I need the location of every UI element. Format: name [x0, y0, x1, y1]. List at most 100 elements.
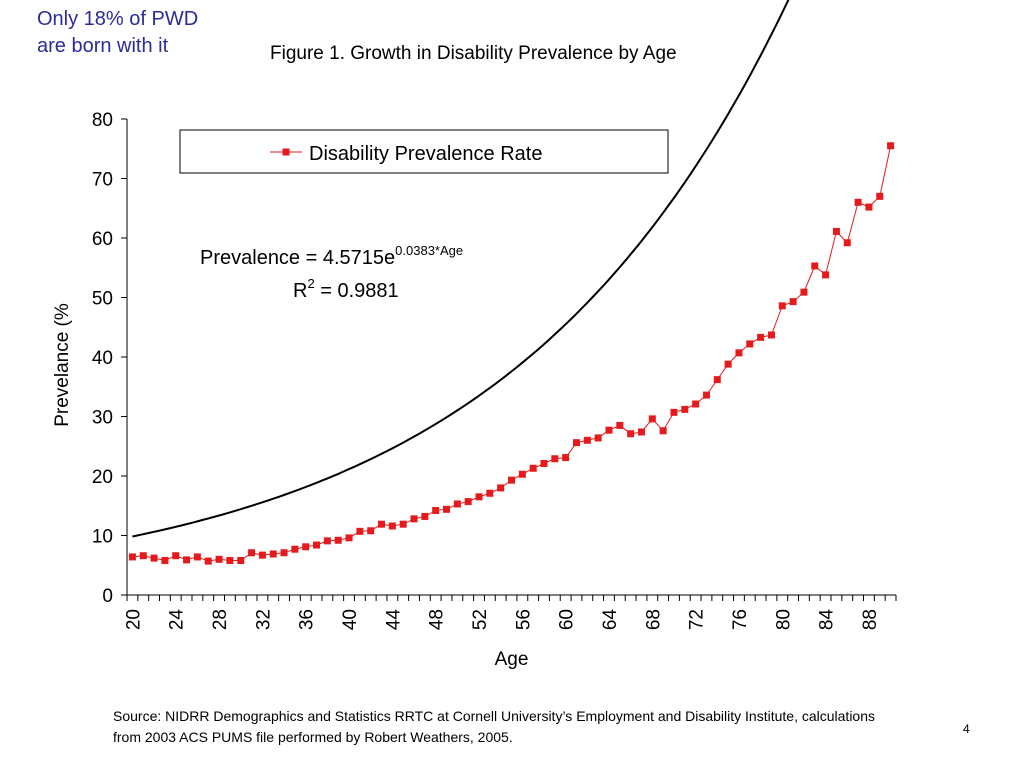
data-point: [443, 505, 451, 513]
x-tick-label: 68: [643, 609, 664, 630]
data-point: [767, 331, 775, 339]
data-point: [150, 554, 158, 562]
x-tick-label: 76: [730, 609, 751, 630]
data-point: [248, 549, 256, 557]
y-tick-label: 30: [92, 408, 113, 429]
x-tick-label: 44: [383, 609, 404, 631]
data-point: [172, 552, 180, 560]
data-point: [204, 557, 212, 565]
data-point: [237, 556, 245, 564]
data-point: [540, 460, 548, 468]
y-tick-label: 60: [92, 229, 113, 250]
prevalence-chart: 0 10 20 30 40 50 60 70 80 20 24 28 32 36 40 44 48 52 56 60 6…: [52, 0, 897, 670]
y-axis-title: Prevelance (%: [52, 303, 73, 427]
data-point: [876, 192, 884, 200]
data-point: [778, 302, 786, 310]
data-point: [313, 541, 321, 549]
data-point: [616, 421, 624, 429]
trendline: [132, 0, 790, 538]
data-point: [378, 520, 386, 528]
data-point: [724, 360, 732, 368]
data-point: [713, 376, 721, 384]
data-point: [551, 455, 559, 463]
y-tick-label: 20: [92, 467, 113, 488]
data-point: [323, 537, 331, 545]
legend-marker-icon: [282, 148, 290, 156]
data-point: [572, 439, 580, 447]
x-tick-label: 48: [427, 609, 448, 630]
data-point: [334, 536, 342, 544]
x-tick-label: 24: [167, 609, 188, 631]
data-point: [399, 520, 407, 528]
data-point: [529, 464, 537, 472]
data-point: [269, 550, 277, 558]
data-point: [648, 415, 656, 423]
data-point: [854, 198, 862, 206]
data-point: [280, 549, 288, 557]
data-point: [887, 142, 895, 150]
data-point: [583, 436, 591, 444]
data-point: [681, 405, 689, 413]
data-point: [832, 227, 840, 235]
data-point: [843, 239, 851, 247]
data-point: [497, 484, 505, 492]
data-point: [594, 434, 602, 442]
y-tick-label: 50: [92, 289, 113, 310]
x-tick-label: 88: [860, 609, 881, 630]
y-tick-label: 10: [92, 527, 113, 548]
data-point: [432, 507, 440, 515]
data-point: [367, 527, 375, 535]
data-point: [226, 556, 234, 564]
data-point: [562, 454, 570, 462]
legend-label: Disability Prevalence Rate: [309, 143, 542, 165]
data-point: [789, 298, 797, 306]
data-point: [410, 515, 418, 523]
data-point: [518, 470, 526, 478]
page-number: 4: [963, 722, 970, 736]
data-point: [811, 262, 819, 270]
data-point: [800, 288, 808, 296]
data-point: [692, 400, 700, 408]
data-point: [345, 534, 353, 542]
x-tick-label: 52: [470, 609, 491, 630]
legend-box: [179, 129, 669, 174]
data-point: [464, 498, 472, 506]
data-point: [746, 340, 754, 348]
data-point: [128, 553, 136, 561]
callout-line-2: are born with it: [37, 35, 169, 57]
x-tick-label: 32: [253, 609, 274, 630]
data-point: [735, 349, 743, 357]
data-point: [291, 545, 299, 553]
data-point: [453, 500, 461, 508]
callout-text: Only 18% of PWD are born with it: [37, 6, 267, 60]
data-point: [475, 493, 483, 501]
series-line: [132, 145, 892, 562]
data-point: [161, 556, 169, 564]
data-point: [637, 428, 645, 436]
data-point: [605, 426, 613, 434]
y-tick-label: 0: [102, 586, 113, 607]
x-tick-label: 72: [687, 609, 708, 630]
y-tick-label: 40: [92, 348, 113, 369]
data-point: [193, 553, 201, 561]
x-tick-label: 60: [557, 609, 578, 630]
x-tick-label: 40: [340, 609, 361, 630]
x-axis-title: Age: [495, 649, 529, 670]
data-point: [508, 476, 515, 484]
y-tick-label: 80: [92, 110, 113, 131]
r-squared-label: R2 = 0.9881: [293, 276, 399, 302]
data-point: [659, 427, 667, 435]
data-point: [215, 555, 223, 563]
data-point: [627, 430, 635, 438]
x-tick-label: 28: [210, 609, 231, 630]
data-point: [183, 556, 191, 564]
x-tick-label: 20: [123, 609, 144, 630]
data-point: [757, 333, 765, 341]
data-point: [702, 391, 710, 399]
data-point: [822, 271, 830, 279]
figure-title: Figure 1. Growth in Disability Prevalenc…: [270, 43, 677, 64]
x-tick-label: 56: [513, 609, 534, 630]
x-tick-label: 64: [600, 609, 621, 631]
x-tick-label: 84: [817, 609, 838, 631]
data-point: [388, 522, 396, 530]
